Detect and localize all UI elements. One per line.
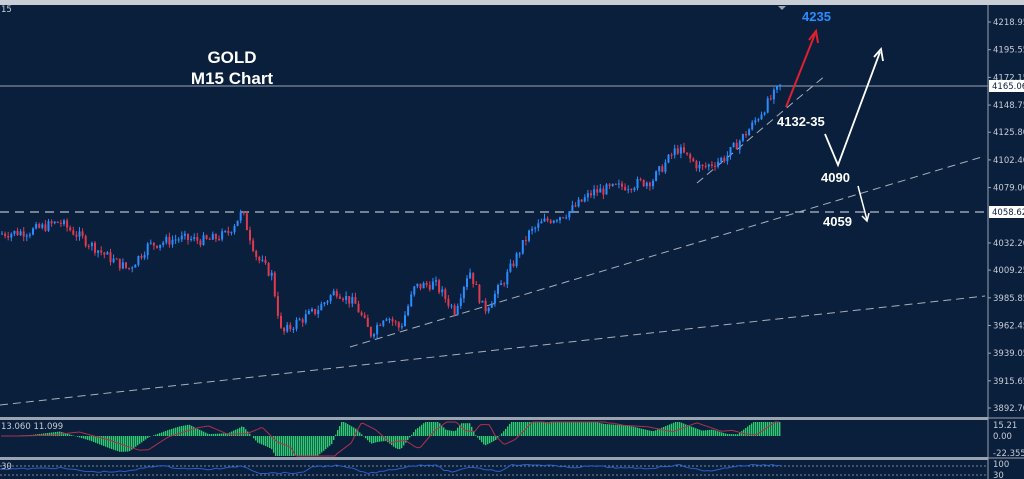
rsi-panel-separator[interactable] xyxy=(0,457,988,460)
price-tick-label: 4009.25 xyxy=(993,266,1024,276)
macd-axis-bottom: -22.355 xyxy=(993,449,1024,459)
shift-marker-icon[interactable] xyxy=(778,6,786,10)
rsi-label: 30 xyxy=(1,462,12,472)
target-arrow-icon xyxy=(785,28,819,108)
price-tick-label: 3915.65 xyxy=(993,377,1024,387)
price-tick-label: 3939.05 xyxy=(993,349,1024,359)
rsi-axis-100: 100 xyxy=(993,460,1009,470)
rsi-line xyxy=(0,463,781,475)
corner-label: 15 xyxy=(1,5,12,15)
price-tick-label: 4195.55 xyxy=(993,46,1024,56)
current-price-tag-text: 4165.06 xyxy=(992,82,1024,92)
support-label-4059: 4059 xyxy=(823,214,852,229)
price-tick-label: 3985.85 xyxy=(993,294,1024,304)
scenario-arrow-icon xyxy=(824,46,884,168)
current-price-tag xyxy=(989,80,1024,92)
price-tick-label: 4102.40 xyxy=(993,156,1024,166)
macd-panel-separator[interactable] xyxy=(0,417,988,420)
macd-axis-zero: 0.00 xyxy=(993,432,1012,442)
macd-indicator xyxy=(1,421,781,457)
support-label-4090: 4090 xyxy=(821,170,850,185)
long-trendline[interactable] xyxy=(0,295,986,406)
chart-title-timeframe: M15 Chart xyxy=(191,69,274,88)
support-label-4132: 4132-35 xyxy=(777,114,825,129)
price-axis[interactable]: 4218.95 4195.55 4172.15 4148.75 4125.80 4102.… xyxy=(988,18,1024,414)
price-tick-label: 4172.15 xyxy=(993,73,1024,83)
price-tick-label: 3892.70 xyxy=(993,404,1024,414)
price-tick-label: 3962.45 xyxy=(993,321,1024,331)
macd-values-label: 13.060 11.099 xyxy=(1,422,63,432)
price-tick-label: 4148.75 xyxy=(993,101,1024,111)
price-tick-label: 4032.20 xyxy=(993,239,1024,249)
medium-trendline[interactable] xyxy=(349,155,986,348)
level-price-tag xyxy=(989,206,1024,218)
rsi-axis-30: 30 xyxy=(993,471,1004,479)
window-top-bar xyxy=(0,0,1024,5)
price-tick-label: 4079.00 xyxy=(993,184,1024,194)
price-tick-label: 4218.95 xyxy=(993,18,1024,28)
down-arrow-icon xyxy=(857,185,870,223)
price-tick-label: 4125.80 xyxy=(993,128,1024,138)
target-label: 4235 xyxy=(802,9,831,24)
candlestick-series xyxy=(1,84,782,339)
level-price-tag-text: 4058.62 xyxy=(992,208,1024,218)
macd-axis-top: 15.21 xyxy=(993,421,1017,431)
chart-title-symbol: GOLD xyxy=(207,48,256,67)
main-chart-panel xyxy=(0,5,988,418)
